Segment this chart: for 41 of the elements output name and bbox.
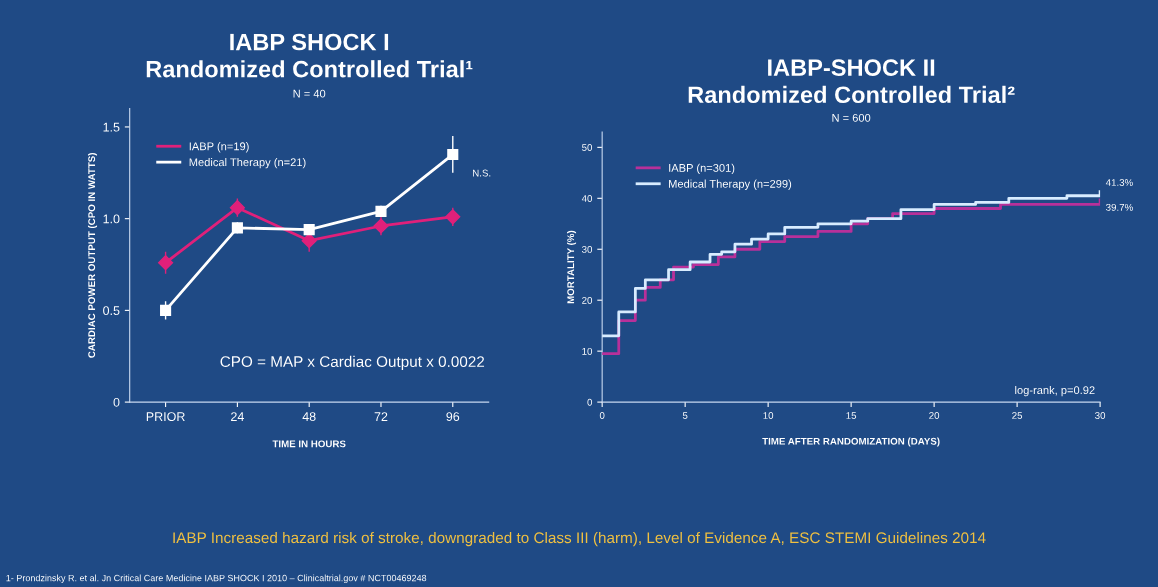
annotation: log-rank, p=0.92: [1015, 385, 1095, 397]
y-tick-label: 0.5: [103, 306, 120, 316]
legend-label: IABP (n=301): [669, 163, 735, 175]
x-axis-title: TIME AFTER RANDOMIZATION (DAYS): [762, 437, 940, 447]
x-tick-label: 24: [231, 412, 244, 421]
x-tick-label: 96: [446, 412, 460, 421]
y-tick-label: 30: [582, 245, 593, 253]
chart-title: IABP-SHOCK II Randomized Controlled Trial²: [688, 59, 1015, 104]
y-tick-label: 1.5: [103, 122, 120, 132]
chart-title: IABP SHOCK I Randomized Controlled Trial¹: [146, 33, 473, 78]
y-axis-title: CARDIAC POWER OUTPUT (CPO IN WATTS): [87, 153, 98, 358]
x-tick-label: 10: [763, 412, 774, 419]
x-tick-label: 20: [929, 412, 940, 419]
y-tick-label: 1.0: [103, 214, 120, 224]
chart-subtitle: N = 600: [832, 113, 871, 122]
x-tick-label: 15: [846, 412, 857, 419]
x-tick-label: 0: [599, 412, 605, 419]
legend-label: IABP (n=19): [189, 142, 249, 153]
annotation: 39.7%: [1106, 203, 1133, 211]
x-tick-label: 25: [1012, 412, 1023, 419]
legend-label: Medical Therapy (n=299): [669, 179, 792, 190]
y-tick-label: 0: [587, 398, 593, 406]
x-tick-label: 72: [374, 412, 388, 421]
text: IABP Increased hazard risk of stroke, downgraded to Class III (harm), Level of Evidence A, ESC STEMI Guidelines 2014: [173, 531, 986, 547]
y-tick-label: 20: [582, 296, 593, 304]
y-tick-label: 50: [582, 144, 593, 151]
y-tick-label: 10: [582, 347, 593, 355]
y-tick-label: 0: [113, 397, 120, 407]
legend-label: Medical Therapy (n=21): [189, 157, 306, 169]
chart-subtitle: N = 40: [293, 89, 326, 98]
x-tick-label: 5: [682, 412, 688, 419]
text: 1- Prondzinsky R. et al. Jn Critical Care Medicine IABP SHOCK I 2010 – Clinicaltrial.gov # NCT00469248: [6, 574, 427, 583]
x-tick-label: PRIOR: [146, 412, 185, 421]
x-tick-label: 30: [1095, 412, 1106, 419]
y-tick-label: 40: [581, 195, 593, 202]
x-tick-label: 48: [302, 412, 316, 421]
annotation: N.S.: [473, 169, 491, 177]
annotation: 41.3%: [1105, 179, 1133, 186]
y-axis-title: MORTALITY (%): [567, 230, 577, 304]
x-axis-title: TIME IN HOURS: [272, 440, 346, 448]
annotation: CPO = MAP x Cardiac Output x 0.0022: [220, 355, 485, 371]
